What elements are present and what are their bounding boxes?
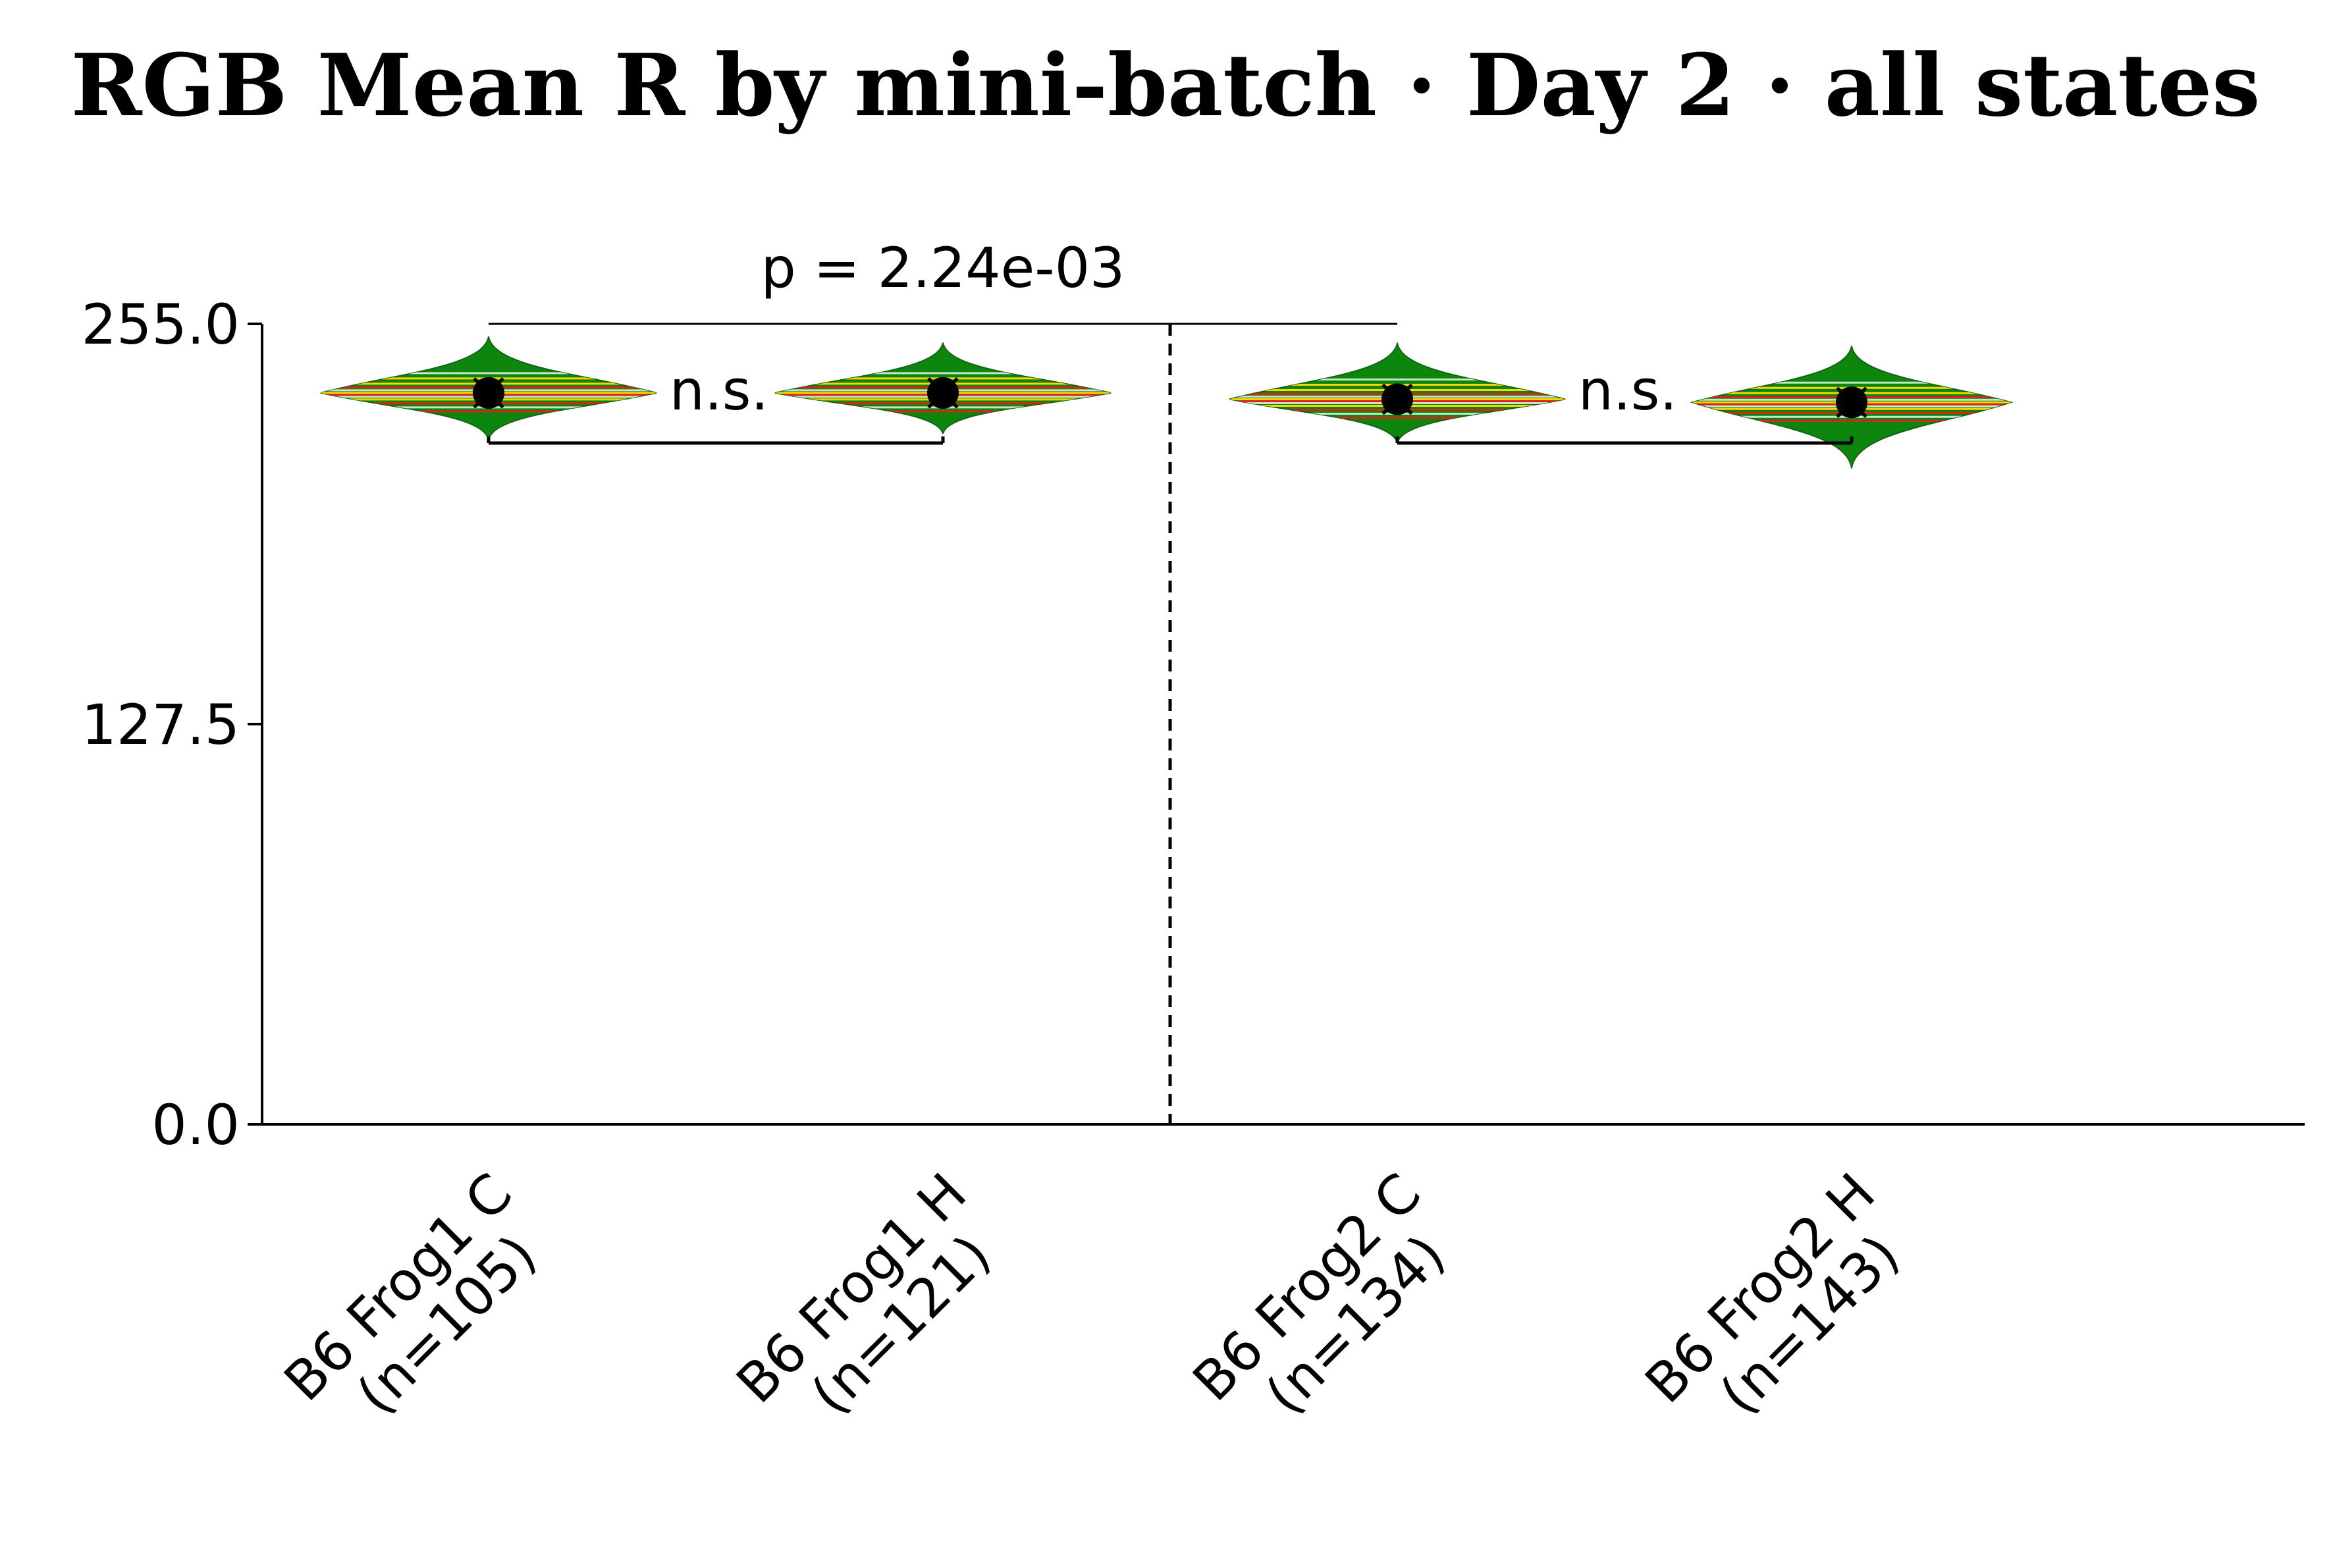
mean-x-marker [1836,386,1867,418]
y-tick-label: 127.5 [82,693,240,757]
group-comparison-label: p = 2.24e-03 [761,236,1125,300]
y-tick-label: 255.0 [82,292,240,357]
comparison-label: n.s. [670,358,768,423]
category-label: B6 Frog1 H(n=121) [725,1162,1021,1458]
plot-area: 0.0 127.5 255.0 B6 Frog1 C(n=105) B6 Frog1 H… [82,236,2305,1458]
category-label: B6 Frog1 C(n=105) [273,1162,567,1456]
comparison-label: n.s. [1578,358,1677,423]
y-tick-label: 0.0 [151,1093,240,1157]
category-label: B6 Frog2 C(n=134) [1181,1162,1476,1456]
chart-title: RGB Mean R by mini-batch · Day 2 · all s… [71,35,2261,136]
mean-x-marker [1381,383,1413,415]
mean-x-marker [927,377,959,409]
category-label: B6 Frog2 H(n=143) [1634,1162,1930,1458]
mean-x-marker [473,377,504,409]
